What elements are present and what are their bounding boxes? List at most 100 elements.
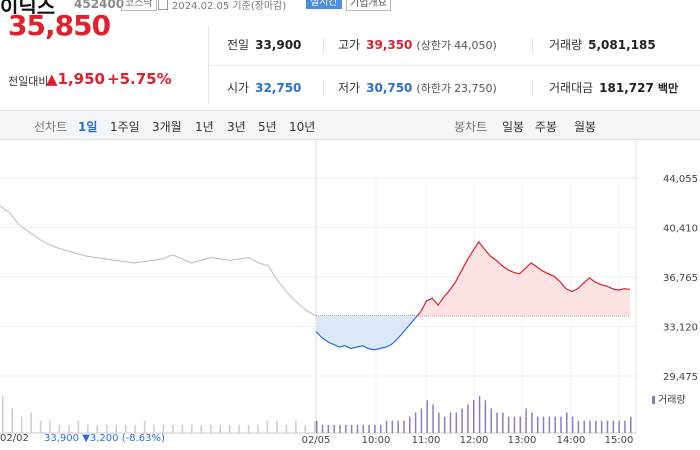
- today-volume-bar: [606, 420, 609, 433]
- stat-volume: 거래량 5,081,185: [549, 36, 656, 53]
- market-badge: 코스닥: [121, 0, 157, 11]
- tab-period-1y[interactable]: 1년: [195, 120, 214, 134]
- today-line-up: [416, 240, 631, 317]
- today-volume-bar: [507, 416, 510, 433]
- prev-volume-bar: [87, 424, 89, 433]
- today-volume-bar: [339, 424, 341, 433]
- stat-upper-value: 44,050): [454, 39, 497, 52]
- stat-high: 고가 39,350 (상한가 44,050): [338, 36, 497, 53]
- prev-volume-bar: [200, 424, 203, 433]
- today-volume-bar: [478, 396, 481, 433]
- today-volume-bar: [443, 416, 446, 433]
- company-info-button[interactable]: 기업개요: [346, 0, 391, 11]
- candle-chart-label: 봉차트: [454, 120, 488, 134]
- prev-volume-bar: [96, 424, 99, 433]
- prev-volume-bar: [238, 424, 240, 433]
- stat-high-label: 고가: [338, 38, 361, 52]
- stat-prev-value: 33,900: [255, 38, 302, 52]
- stat-separator: [323, 38, 324, 52]
- volume-legend-label: 거래량: [658, 395, 686, 406]
- stat-separator: [532, 38, 533, 52]
- today-volume-bar: [461, 408, 463, 433]
- tab-period-10y[interactable]: 10년: [289, 120, 316, 134]
- prev-volume-bar: [58, 424, 61, 433]
- tab-candle-month[interactable]: 월봉: [574, 120, 597, 134]
- prev-volume-bar: [49, 420, 51, 433]
- prev-volume-bar: [181, 424, 184, 433]
- prev-volume-bar: [247, 424, 250, 433]
- today-volume-bar: [502, 412, 504, 433]
- stats-divider: [208, 65, 700, 66]
- prev-volume-bar: [2, 396, 4, 433]
- prev-volume-bar: [266, 420, 269, 433]
- price-chart[interactable]: 44,055 40,410 36,765 33,120 29,475 02/05 10:00…: [0, 140, 700, 450]
- stat-high-value: 39,350: [366, 38, 413, 52]
- tab-period-1w[interactable]: 1주일: [110, 120, 140, 134]
- prev-day-line: [0, 205, 317, 317]
- stock-code: 452400: [74, 0, 125, 11]
- today-volume-bar: [321, 424, 324, 433]
- today-volume-bar: [438, 412, 440, 433]
- prev-volume-bar: [210, 424, 212, 433]
- tab-candle-day[interactable]: 일봉: [502, 120, 525, 134]
- y-tick-label: 33,120: [663, 323, 698, 334]
- stat-lower-value: 23,750): [454, 82, 497, 95]
- prev-volume-bar: [219, 424, 221, 433]
- y-tick-label: 36,765: [663, 273, 698, 284]
- today-volume-bar: [571, 416, 574, 433]
- stat-open-label: 시가: [227, 81, 250, 95]
- today-volume-bar: [385, 420, 388, 433]
- current-price: 35,850: [8, 9, 111, 42]
- today-volume-bar: [432, 404, 434, 433]
- today-volume-bar: [484, 400, 487, 433]
- change-value: ▲1,950: [46, 70, 105, 88]
- tab-period-1d[interactable]: 1일: [78, 120, 98, 134]
- today-volume-bar: [577, 420, 580, 433]
- realtime-button[interactable]: 실시간: [306, 0, 342, 9]
- prev-volume-bar: [11, 408, 13, 433]
- prev-volume-bar: [172, 424, 174, 433]
- prev-volume-bar: [134, 424, 136, 433]
- stat-low: 저가 30,750 (하한가 23,750): [338, 79, 497, 96]
- today-line-down: [315, 315, 418, 351]
- today-volume-bar: [496, 412, 498, 433]
- tab-candle-week[interactable]: 주봉: [535, 120, 558, 134]
- today-volume-bar: [618, 420, 620, 433]
- prev-volume-bar: [285, 424, 288, 433]
- stat-prev-label: 전일: [227, 38, 250, 52]
- today-volume-bar: [566, 412, 568, 433]
- prev-volume-bar: [115, 424, 117, 433]
- area-above-base: [417, 241, 630, 316]
- today-volume-bar: [600, 420, 603, 433]
- prev-volume-bar: [276, 420, 278, 433]
- stat-low-label: 저가: [338, 81, 361, 95]
- footer-pct: (-8.63%): [121, 433, 165, 444]
- footer-close: 33,900: [44, 433, 80, 444]
- today-volume-bar: [548, 416, 551, 433]
- x-tick-label: 02/05: [302, 435, 331, 446]
- today-volume-bar: [473, 400, 475, 433]
- tab-period-3m[interactable]: 3개월: [152, 120, 182, 134]
- stat-volume-value: 5,081,185: [588, 38, 656, 52]
- footer-date: 02/02: [0, 433, 29, 444]
- tab-period-5y[interactable]: 5년: [258, 120, 277, 134]
- prev-volume-bar: [153, 424, 155, 433]
- date-text: 2024.02.05 기준(장마감): [172, 1, 287, 12]
- stat-amount-unit: 백만: [657, 82, 679, 95]
- prev-volume-bar: [295, 420, 297, 433]
- today-volume-bar: [595, 420, 597, 433]
- today-volume-bar: [490, 408, 492, 433]
- today-volume-bar: [525, 408, 527, 433]
- today-volume-bar: [513, 416, 516, 433]
- area-below-base: [316, 315, 418, 350]
- today-volume-bar: [630, 416, 632, 433]
- stat-amount: 거래대금 181,727 백만: [549, 79, 678, 96]
- clock-icon: [158, 0, 168, 10]
- prev-volume-bar: [68, 424, 70, 433]
- change-label: 전일대비: [8, 75, 49, 88]
- stat-separator: [532, 81, 533, 95]
- tab-period-3y[interactable]: 3년: [227, 120, 246, 134]
- footer-prev-day: 02/02 33,900 ▼3,200 (-8.63%): [0, 433, 165, 444]
- volume-legend: 거래량: [652, 391, 686, 406]
- stock-name: 이닉스: [0, 0, 56, 14]
